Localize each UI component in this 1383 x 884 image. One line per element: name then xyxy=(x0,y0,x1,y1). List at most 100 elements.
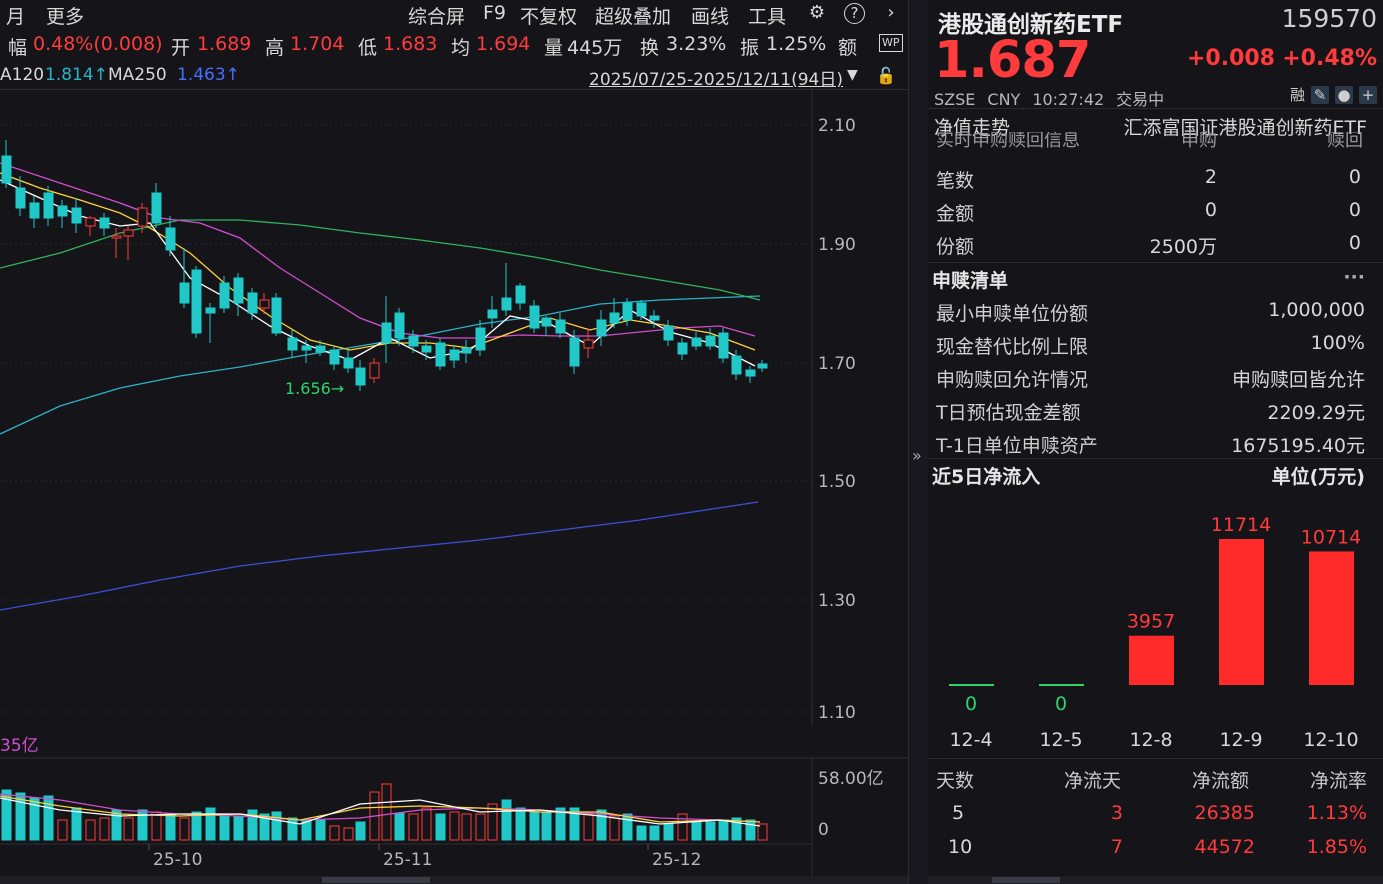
bar-value-label: 0 xyxy=(1055,693,1067,715)
bar-date-label: 12-5 xyxy=(1039,729,1082,751)
volume-tick-label: 0 xyxy=(818,820,829,840)
realtime-row: 金额 0 0 xyxy=(928,195,1383,228)
y-tick-label: 1.70 xyxy=(818,354,856,374)
toolbar-draw[interactable]: 画线 xyxy=(691,6,730,28)
bar-value-label: 11714 xyxy=(1211,514,1271,536)
down-candle xyxy=(191,269,202,334)
cell-flow-days: 7 xyxy=(1110,836,1123,858)
scroll-thumb[interactable] xyxy=(992,877,1060,883)
down-candle xyxy=(435,342,446,367)
down-volume-bar xyxy=(435,813,446,841)
down-candle xyxy=(29,202,40,219)
down-candle xyxy=(408,335,419,347)
price-change-pct: +0.48% xyxy=(1282,46,1377,71)
down-candle xyxy=(165,227,176,251)
redemption-row: 申购赎回允许情况 申购赎回皆允许 xyxy=(928,361,1383,394)
up-volume-bar xyxy=(583,813,594,841)
toolbar-f9[interactable]: F9 xyxy=(483,2,507,24)
up-candle xyxy=(369,362,380,379)
edit-icon[interactable]: ✎ xyxy=(1311,86,1329,104)
ma120-value: 1.814↑ xyxy=(45,65,108,85)
avg-value: 1.694 xyxy=(476,33,531,55)
bar-date-label: 12-9 xyxy=(1219,729,1262,751)
down-candle xyxy=(301,345,312,351)
high-label: 高 xyxy=(265,37,285,59)
inflow-bar xyxy=(1309,551,1354,685)
toolbar-overlay[interactable]: 超级叠加 xyxy=(595,6,672,28)
up-candle xyxy=(137,207,148,227)
up-volume-bar xyxy=(343,827,354,841)
toolbar-overview[interactable]: 综合屏 xyxy=(408,6,466,28)
amp-label: 幅 xyxy=(8,37,28,59)
expand-icon[interactable]: » xyxy=(912,446,922,465)
up-candle xyxy=(123,229,134,237)
x-tick-label: 25-10 xyxy=(153,850,202,870)
scroll-thumb[interactable] xyxy=(322,877,430,883)
wp-icon[interactable]: WP xyxy=(879,34,903,52)
cell-rate: 1.85% xyxy=(1306,836,1367,858)
kline-panel[interactable]: 月 更多 综合屏 F9 不复权 超级叠加 画线 工具 ⚙ ? › 幅 0.48%… xyxy=(0,0,908,884)
down-candle xyxy=(501,297,512,311)
realtime-row: 份额 2500万 0 xyxy=(928,228,1383,261)
down-volume-bar xyxy=(165,813,176,841)
chevron-right-icon[interactable]: › xyxy=(887,2,895,23)
ma120-label: A120 xyxy=(0,65,45,85)
row-value: 1,000,000 xyxy=(1268,299,1365,321)
down-candle xyxy=(1,155,12,184)
ma250-label: MA250 xyxy=(108,65,167,85)
row-label: 现金替代比例上限 xyxy=(936,336,1089,358)
down-candle xyxy=(529,305,540,329)
help-icon[interactable]: ? xyxy=(844,3,865,24)
bell-icon[interactable]: ● xyxy=(1335,86,1353,104)
down-volume-bar xyxy=(501,799,512,841)
down-candle xyxy=(343,357,354,369)
volume-tick-label: 58.00亿 xyxy=(818,769,884,789)
ma120-line xyxy=(0,295,761,435)
bar-date-label: 12-4 xyxy=(949,729,992,751)
down-volume-bar xyxy=(71,807,82,841)
down-candle xyxy=(381,322,392,344)
volume-chart[interactable]: 58.00亿 0 25-10 25-11 25-12 xyxy=(0,728,908,876)
last-price: 1.687 xyxy=(934,31,1091,90)
ma10-line xyxy=(0,172,756,351)
nav-trend-title: 净值走势 xyxy=(934,117,1011,139)
toolbar-month[interactable]: 月 xyxy=(6,6,26,28)
gear-icon[interactable]: ⚙ xyxy=(808,2,826,23)
net-inflow-chart: 0 12-4 0 12-5 3957 12-8 11714 12-9 10714 12-10 xyxy=(949,514,1361,751)
col-amount: 净流额 xyxy=(1191,770,1249,792)
horizontal-scrollbar[interactable] xyxy=(0,876,908,884)
price-change: +0.008 xyxy=(1186,46,1275,71)
down-volume-bar xyxy=(596,809,607,841)
down-candle xyxy=(421,345,432,353)
down-volume-bar xyxy=(191,811,202,841)
lock-icon[interactable]: 🔓 xyxy=(876,66,896,85)
up-volume-bar xyxy=(487,803,498,841)
exchange: SZSE xyxy=(934,90,976,109)
volume-ma-line xyxy=(0,797,761,827)
col-flow-days: 净流天 xyxy=(1063,770,1121,792)
date-range[interactable]: 2025/07/25-2025/12/11(94日) xyxy=(589,70,843,90)
down-candle xyxy=(663,325,674,341)
amount-label: 额 xyxy=(838,37,858,59)
add-icon[interactable]: + xyxy=(1359,86,1377,104)
more-icon[interactable]: ··· xyxy=(1343,266,1365,288)
y-tick-label: 1.30 xyxy=(818,591,856,611)
meta-icon-group: 融 ✎ ● + xyxy=(1284,86,1377,104)
down-candle xyxy=(315,345,326,353)
toolbar-more[interactable]: 更多 xyxy=(46,6,85,28)
redemption-row: 最小申赎单位份额 1,000,000 xyxy=(928,295,1383,328)
down-volume-bar xyxy=(541,811,552,841)
up-volume-bar xyxy=(151,811,162,841)
toolbar-tools[interactable]: 工具 xyxy=(748,6,787,28)
horizontal-scrollbar[interactable] xyxy=(928,876,1383,884)
high-value: 1.704 xyxy=(290,33,345,55)
nav-trend-row[interactable]: 净值走势 汇添富国证港股通创新药ETF xyxy=(928,108,1383,139)
dropdown-icon[interactable]: ▼ xyxy=(847,67,858,83)
up-volume-bar xyxy=(757,823,768,841)
down-candle xyxy=(487,309,498,319)
toolbar-no-adjust[interactable]: 不复权 xyxy=(520,6,578,28)
panel-splitter[interactable]: » xyxy=(908,0,928,884)
candlestick-chart[interactable]: 2.10 1.90 1.70 1.50 1.30 1.10 1.656→ xyxy=(0,88,908,726)
down-volume-bar xyxy=(745,819,756,841)
swing-value: 1.25% xyxy=(766,33,827,55)
